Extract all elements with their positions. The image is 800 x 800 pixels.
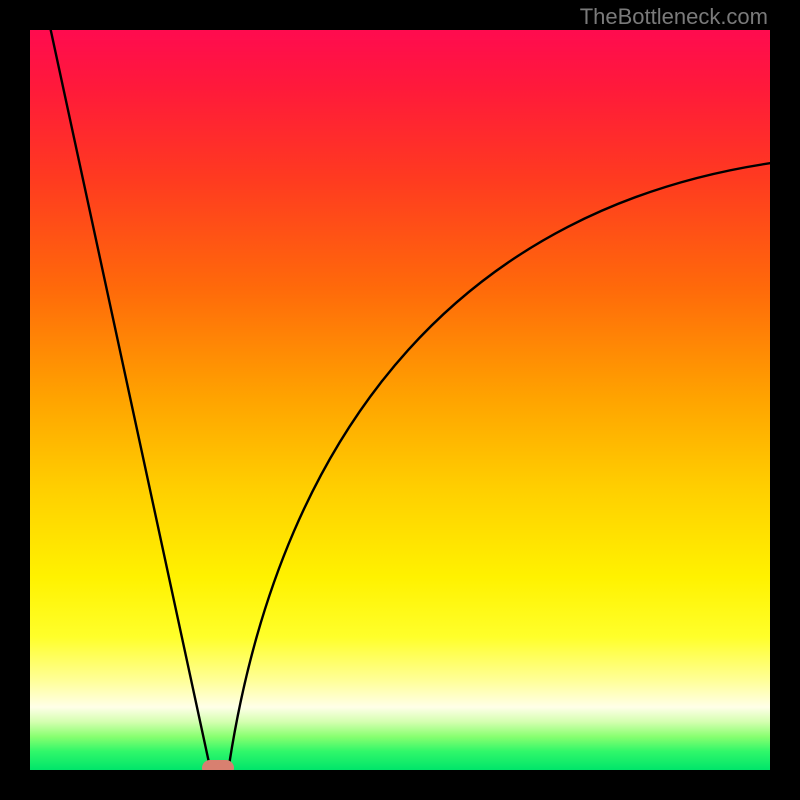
gradient-background [30, 30, 770, 770]
gradient-and-curve-svg [30, 30, 770, 770]
watermark-text: TheBottleneck.com [580, 4, 768, 30]
minimum-marker [202, 760, 234, 770]
plot-area [30, 30, 770, 770]
